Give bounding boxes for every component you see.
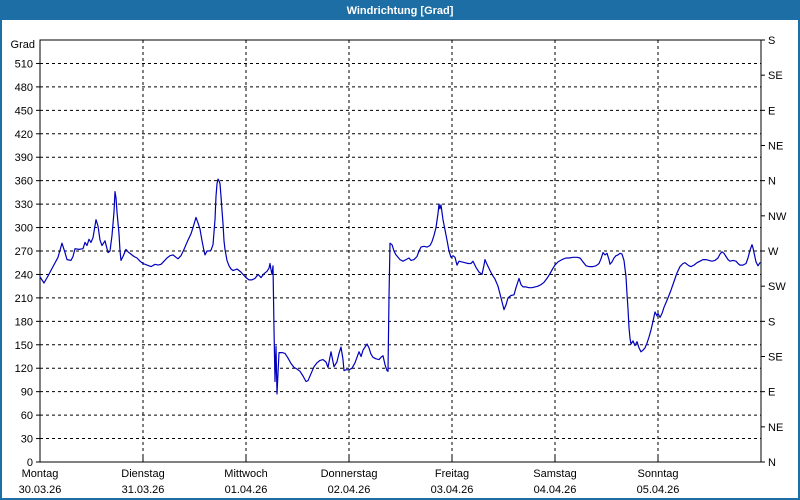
- x-date-label: 03.04.26: [431, 484, 474, 496]
- y-left-tick-label: 180: [15, 316, 33, 328]
- y-right-tick-label: E: [768, 105, 775, 117]
- x-date-label: 05.04.26: [637, 484, 680, 496]
- x-day-label: Freitag: [435, 468, 469, 480]
- y-right-tick-label: NE: [768, 422, 783, 434]
- x-day-label: Montag: [22, 468, 59, 480]
- x-date-label: 02.04.26: [328, 484, 371, 496]
- y-left-tick-label: 420: [15, 129, 33, 141]
- y-left-tick-label: 60: [21, 410, 33, 422]
- y-left-tick-label: 480: [15, 82, 33, 94]
- y-right-tick-label: N: [768, 457, 776, 469]
- x-day-label: Donnerstag: [321, 468, 378, 480]
- window-title: Windrichtung [Grad]: [346, 5, 454, 17]
- y-left-tick-label: 300: [15, 223, 33, 235]
- y-right-tick-label: S: [768, 316, 775, 328]
- x-date-label: 01.04.26: [225, 484, 268, 496]
- y-left-tick-label: 120: [15, 363, 33, 375]
- x-day-label: Dienstag: [121, 468, 164, 480]
- y-right-tick-label: NW: [768, 211, 787, 223]
- y-left-tick-label: 90: [21, 387, 33, 399]
- y-axis-unit-label: Grad: [11, 39, 35, 51]
- y-left-tick-label: 30: [21, 434, 33, 446]
- x-day-label: Sonntag: [638, 468, 679, 480]
- y-left-tick-label: 270: [15, 246, 33, 258]
- y-right-tick-label: N: [768, 176, 776, 188]
- y-left-tick-label: 390: [15, 152, 33, 164]
- x-date-label: 31.03.26: [122, 484, 165, 496]
- x-date-label: 30.03.26: [19, 484, 62, 496]
- x-day-label: Samstag: [533, 468, 576, 480]
- y-left-tick-label: 0: [27, 457, 33, 469]
- wind-direction-line: [39, 178, 761, 395]
- y-left-tick-label: 330: [15, 199, 33, 211]
- y-right-tick-label: SW: [768, 281, 786, 293]
- y-right-tick-label: SE: [768, 70, 783, 82]
- y-right-tick-label: E: [768, 387, 775, 399]
- window-title-bar: Windrichtung [Grad]: [2, 2, 798, 20]
- x-day-label: Mittwoch: [224, 468, 267, 480]
- y-right-tick-label: S: [768, 35, 775, 47]
- y-right-tick-label: NE: [768, 141, 783, 153]
- y-left-tick-label: 510: [15, 58, 33, 70]
- y-left-tick-label: 360: [15, 176, 33, 188]
- y-right-tick-label: W: [768, 246, 779, 258]
- y-left-tick-label: 450: [15, 105, 33, 117]
- y-left-tick-label: 240: [15, 269, 33, 281]
- y-left-tick-label: 150: [15, 340, 33, 352]
- y-right-tick-label: SE: [768, 352, 783, 364]
- x-date-label: 04.04.26: [534, 484, 577, 496]
- plot-border: [39, 39, 762, 463]
- y-left-tick-label: 210: [15, 293, 33, 305]
